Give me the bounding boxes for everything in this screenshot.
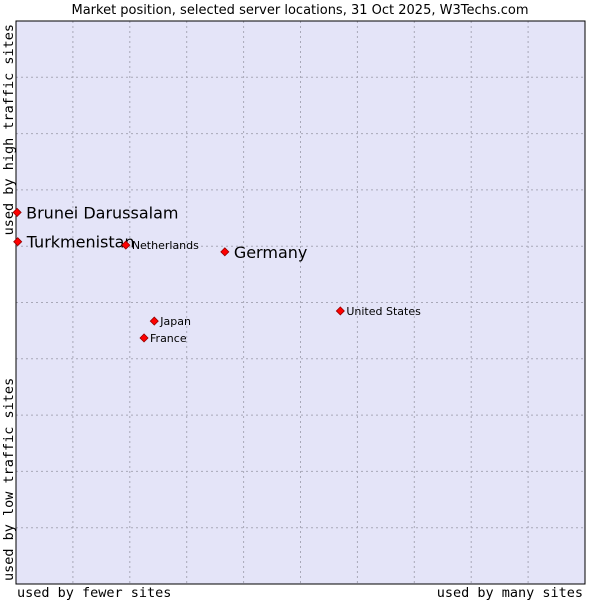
data-point-germany: Germany: [220, 243, 308, 262]
grid-lines: [16, 21, 585, 584]
data-point-netherlands: Netherlands: [121, 239, 199, 252]
marker-united-states: [335, 306, 345, 316]
data-points: Brunei Darussalam TurkmenistanNetherlands…: [12, 203, 421, 345]
label-turkmenistan: Turkmenistan: [26, 233, 135, 252]
label-france: France: [150, 332, 187, 345]
marker-brunei-darussalam: [12, 207, 22, 217]
data-point-united-states: United States: [335, 305, 421, 318]
data-point-france: France: [139, 332, 187, 345]
label-netherlands: Netherlands: [132, 239, 199, 252]
label-japan: Japan: [159, 315, 191, 328]
label-germany: Germany: [234, 243, 308, 262]
marker-turkmenistan: [13, 237, 23, 247]
marker-germany: [220, 247, 230, 257]
chart-title: Market position, selected server locatio…: [71, 3, 528, 18]
data-point-japan: Japan: [149, 315, 191, 328]
label-united-states: United States: [346, 305, 421, 318]
plot-border: [15, 20, 586, 585]
data-point-turkmenistan: Turkmenistan: [13, 233, 135, 252]
marker-netherlands: [121, 240, 131, 250]
y-axis-label-low-traffic: used by low traffic sites: [1, 378, 17, 581]
data-point-brunei-darussalam: Brunei Darussalam: [12, 203, 179, 222]
x-axis-label-fewer-sites: used by fewer sites: [17, 585, 171, 600]
marker-japan: [149, 316, 159, 326]
y-axis-label-high-traffic: used by high traffic sites: [1, 24, 17, 235]
marker-france: [139, 333, 149, 343]
label-brunei-darussalam: Brunei Darussalam: [26, 203, 178, 222]
x-axis-label-many-sites: used by many sites: [437, 585, 583, 600]
